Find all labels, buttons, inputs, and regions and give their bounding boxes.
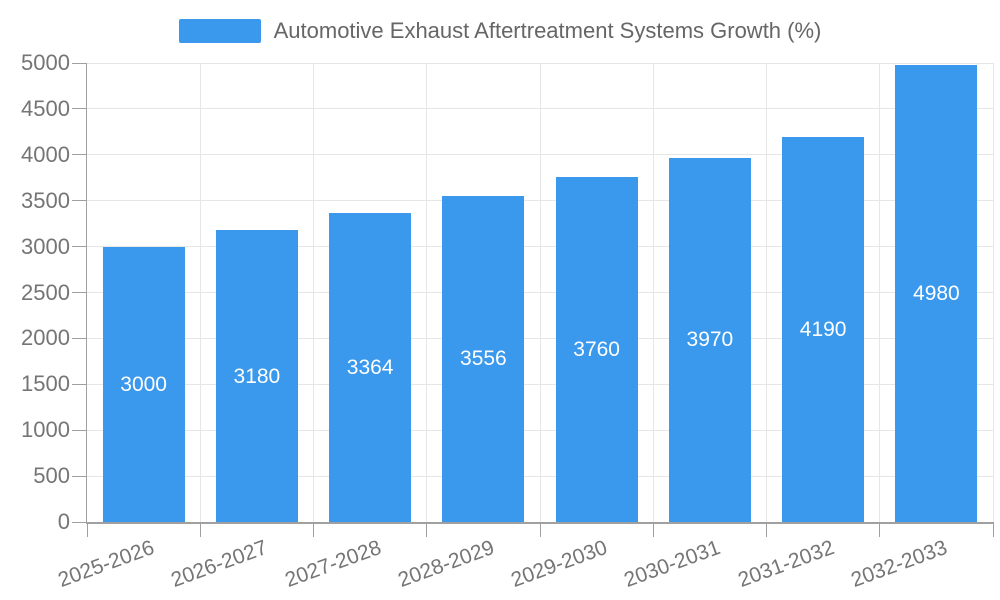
x-axis-tick	[86, 522, 88, 537]
y-axis-label: 1000	[21, 417, 70, 443]
gridline-vertical	[766, 63, 767, 522]
bar[interactable]: 3364	[329, 213, 412, 522]
y-axis-label: 3500	[21, 187, 70, 213]
bar-value-label: 3000	[120, 372, 167, 396]
bar-value-label: 3970	[686, 328, 734, 352]
y-axis-label: 1500	[21, 371, 70, 397]
x-axis-label: 2027-2028	[281, 536, 384, 592]
y-axis-tick	[72, 62, 87, 64]
gridline-vertical	[313, 63, 314, 522]
y-axis-label: 0	[57, 509, 70, 534]
bar[interactable]: 4980	[895, 64, 978, 522]
y-axis-label: 4500	[21, 95, 70, 121]
bar[interactable]: 3760	[555, 176, 638, 522]
x-axis-label: 2029-2030	[508, 536, 611, 592]
y-axis-label: 2500	[21, 279, 70, 305]
y-axis-tick	[72, 337, 87, 339]
bar[interactable]: 3180	[215, 230, 298, 522]
y-axis-tick	[72, 154, 87, 156]
chart-title[interactable]: Automotive Exhaust Aftertreatment System…	[273, 18, 822, 43]
y-axis-tick	[72, 521, 87, 523]
bar-value-label: 3556	[460, 347, 507, 371]
x-axis-label: 2030-2031	[621, 536, 724, 592]
x-axis-tick	[992, 522, 994, 537]
y-axis-label: 4000	[21, 141, 70, 167]
bar-value-label: 3760	[573, 337, 620, 361]
y-axis-tick	[72, 475, 87, 477]
x-axis-tick	[879, 522, 881, 537]
y-axis-label: 500	[33, 463, 70, 489]
y-axis-tick	[72, 429, 87, 431]
y-axis-tick	[72, 292, 87, 293]
gridline-vertical	[652, 63, 654, 522]
y-axis-line	[86, 63, 87, 522]
y-axis-label: 2000	[21, 325, 70, 351]
y-axis-tick	[72, 200, 87, 202]
bar-value-label: 3180	[233, 364, 281, 388]
bar[interactable]: 3000	[102, 246, 185, 522]
gridline-vertical	[199, 63, 201, 522]
y-axis-tick	[72, 383, 87, 385]
x-axis-tick	[539, 522, 541, 537]
x-axis-label: 2032-2033	[847, 536, 951, 592]
x-axis-tick	[652, 522, 654, 537]
gridline-vertical	[426, 63, 428, 522]
bar[interactable]: 4190	[782, 137, 865, 522]
x-axis-label: 2025-2026	[55, 536, 158, 592]
y-axis-label: 3000	[21, 233, 70, 259]
x-axis-tick	[199, 522, 201, 537]
y-axis-tick	[72, 246, 87, 248]
y-axis-tick	[72, 108, 87, 110]
x-axis-tick	[426, 522, 428, 537]
bar[interactable]: 3556	[442, 195, 525, 522]
x-axis-label: 2031-2032	[734, 536, 837, 592]
gridline-vertical	[992, 63, 994, 522]
bar-value-label: 4190	[799, 318, 847, 342]
x-axis-label: 2028-2029	[394, 536, 498, 592]
x-axis-tick	[766, 522, 767, 537]
bar[interactable]: 3970	[668, 157, 751, 522]
y-axis-label: 5000	[21, 50, 70, 75]
chart-legend[interactable]: Automotive Exhaust Aftertreatment System…	[0, 18, 1000, 44]
bar-value-label: 3364	[346, 356, 394, 380]
bar-value-label: 4980	[913, 281, 960, 305]
x-axis-label: 2026-2027	[168, 536, 271, 592]
gridline-vertical	[879, 63, 881, 522]
x-axis-tick	[313, 522, 314, 537]
x-axis-line	[86, 522, 993, 524]
legend-swatch-icon[interactable]	[178, 19, 261, 43]
gridline-vertical	[539, 63, 541, 522]
